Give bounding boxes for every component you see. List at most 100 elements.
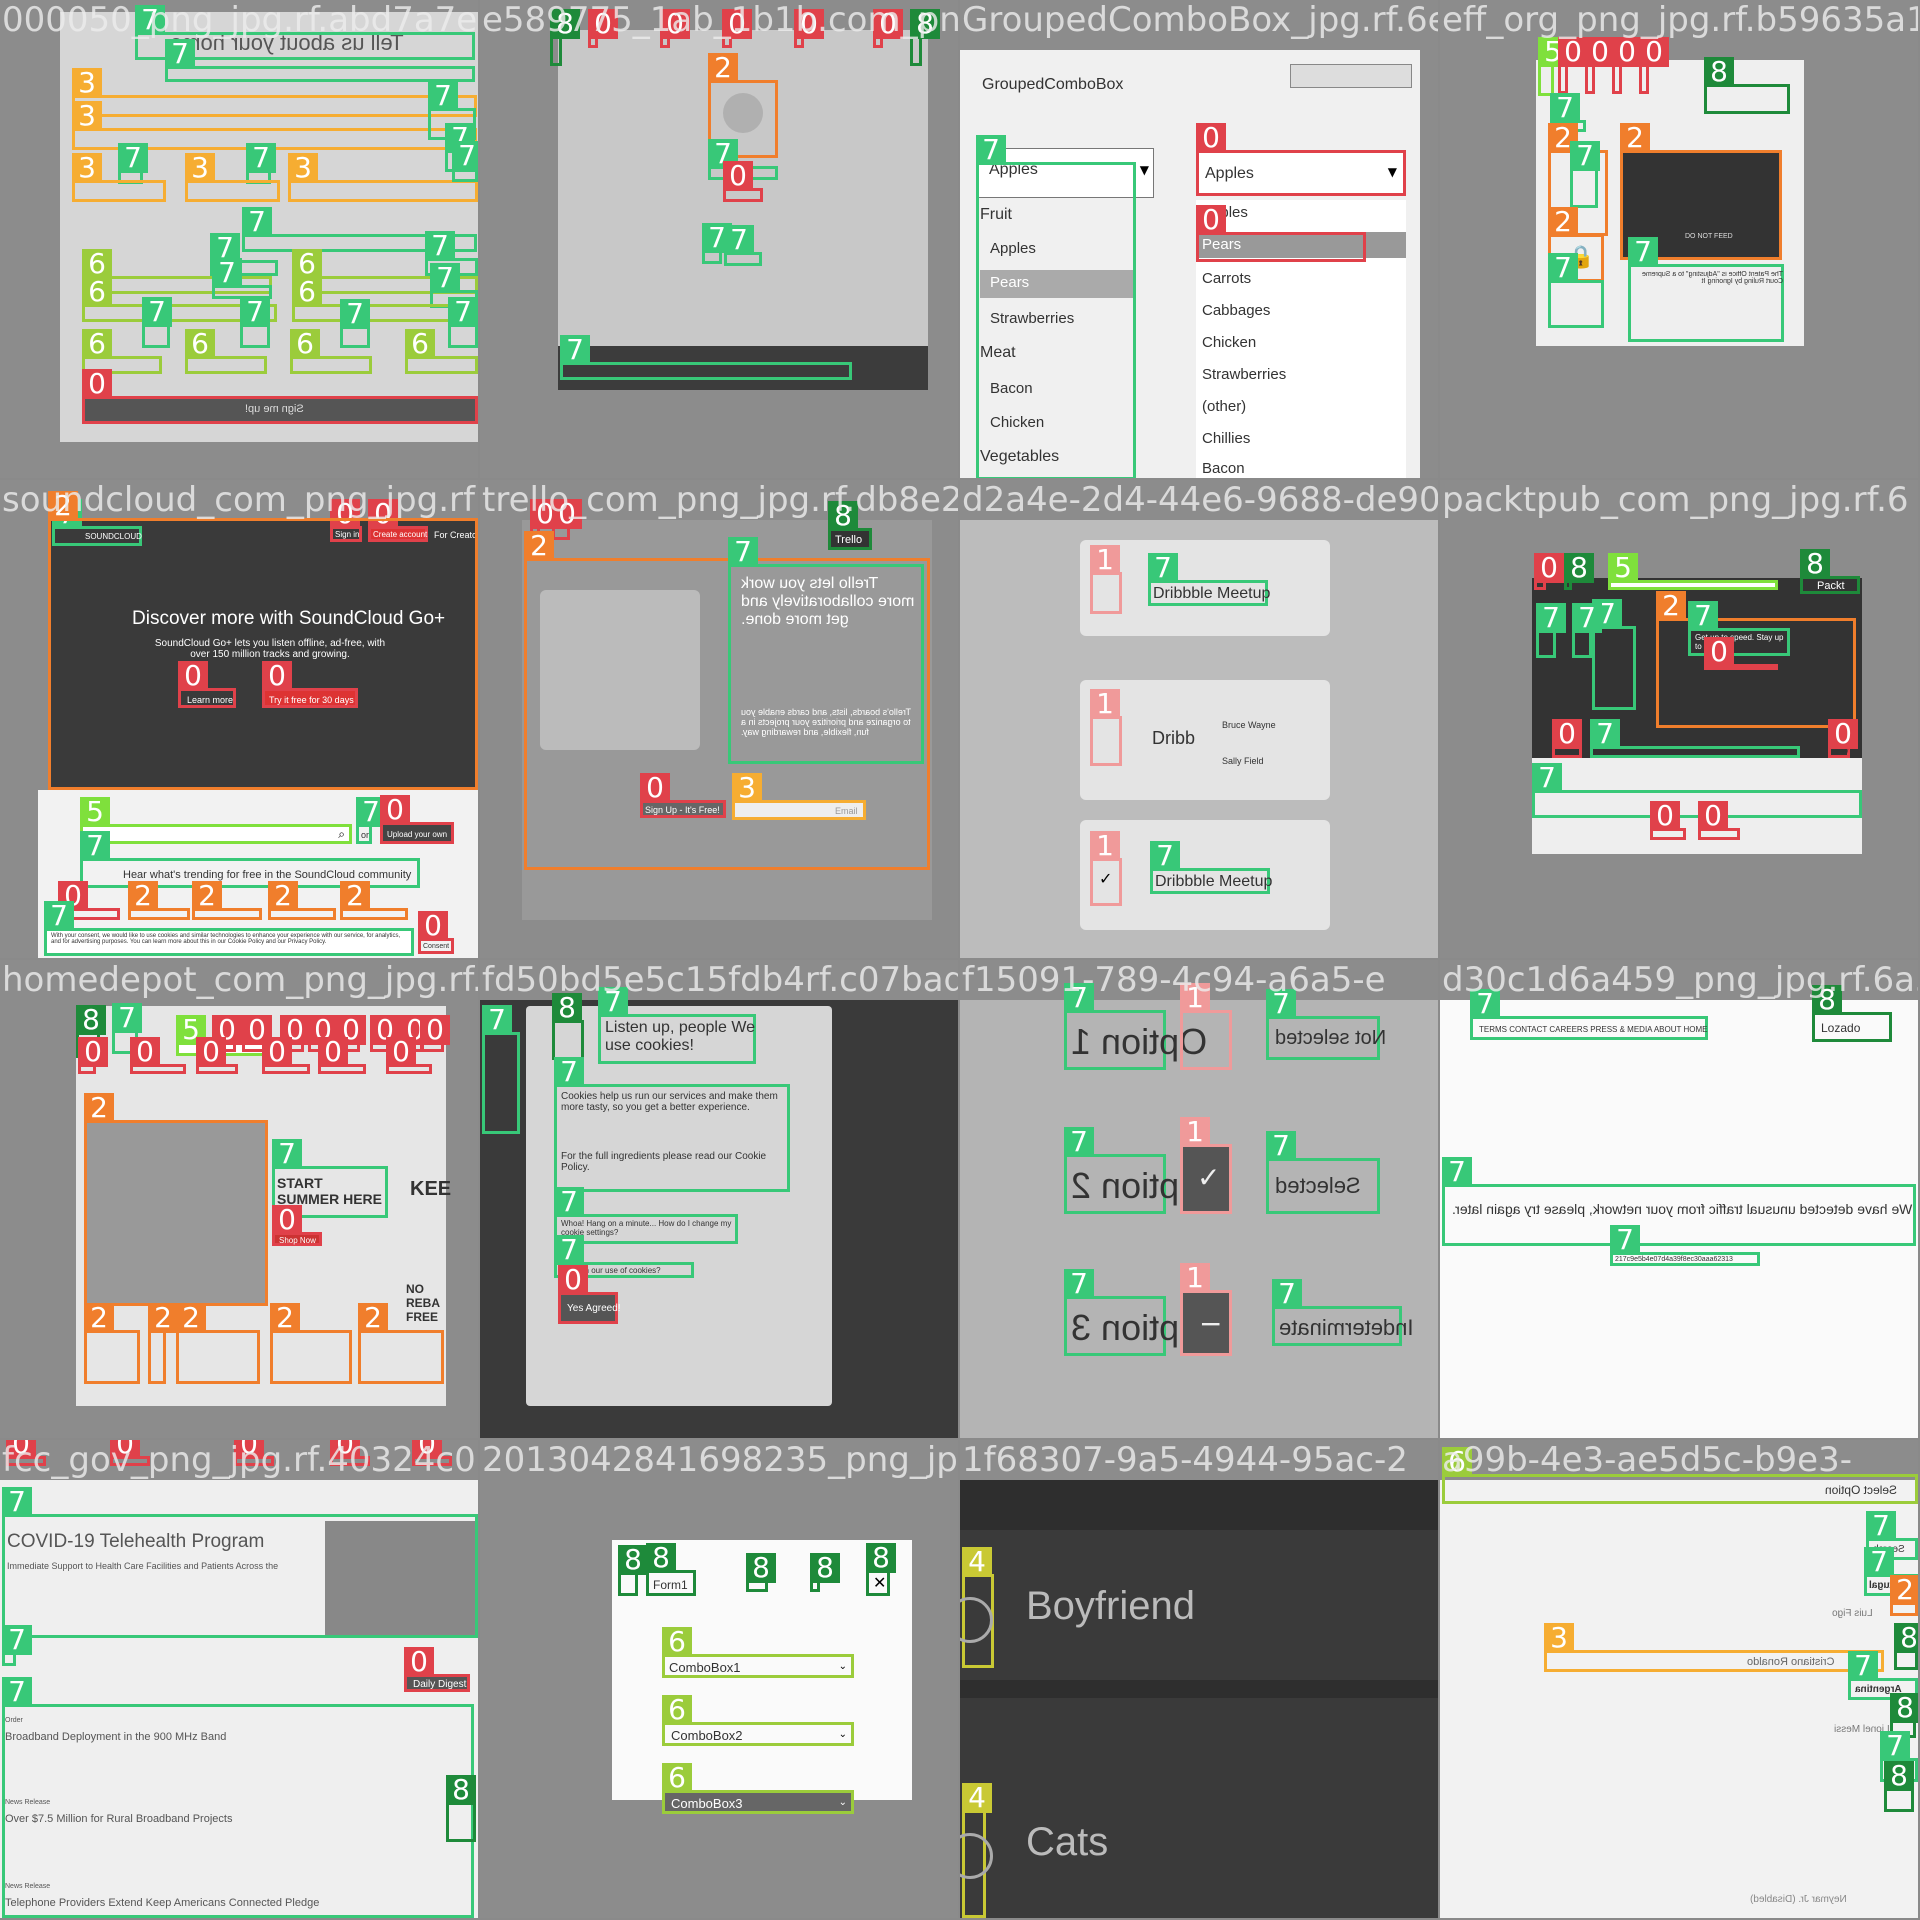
- card-1-checkbox[interactable]: 1: [1090, 545, 1122, 614]
- nav-button-3[interactable]: 0: [722, 9, 752, 48]
- category-2[interactable]: 2: [148, 1303, 178, 1384]
- pool-select[interactable]: 6: [290, 329, 372, 374]
- agree-button[interactable]: 0 Yes Agreed!: [558, 1265, 621, 1324]
- radio-2[interactable]: 4: [960, 1783, 993, 1918]
- card-3-checkbox[interactable]: 1 ✓: [1090, 831, 1122, 906]
- card-button[interactable]: 0: [723, 161, 763, 202]
- subnav-5[interactable]: 0: [318, 1037, 366, 1074]
- background: [960, 1000, 1438, 1438]
- nav-btn-2[interactable]: 0: [1585, 37, 1615, 94]
- trial-button[interactable]: 0 Try it free for 30 days: [262, 661, 358, 708]
- nav-button-4[interactable]: 0: [794, 9, 824, 48]
- tab-1[interactable]: 0: [6, 1440, 46, 1466]
- combobox-3[interactable]: 6 ComboBox3 ⌄: [662, 1763, 854, 1814]
- tab-5[interactable]: 0: [412, 1440, 452, 1466]
- track-3[interactable]: 2: [268, 881, 336, 920]
- tab-3[interactable]: 0: [234, 1440, 274, 1466]
- track-4[interactable]: 2: [340, 881, 408, 920]
- search-box[interactable]: 5: [1538, 37, 1568, 96]
- right-list[interactable]: Apples Pears Carrots Cabbages Chicken St…: [1196, 200, 1406, 478]
- store-link[interactable]: 7: [112, 1003, 142, 1054]
- nav-links[interactable]: 7 TERMS CONTACT CAREERS PRESS & MEDIA AB…: [1470, 989, 1708, 1040]
- option-figo[interactable]: Luis Figo: [1832, 1608, 1873, 1619]
- left-list[interactable]: Fruit Apples Pears Strawberries Meat Bac…: [980, 198, 1134, 478]
- link-right[interactable]: 7: [724, 225, 762, 266]
- combobox-2[interactable]: 6 ComboBox2 ⌄: [662, 1695, 854, 1746]
- sidebar-item-1[interactable]: 7: [1536, 603, 1566, 658]
- track-1[interactable]: 2: [128, 881, 190, 920]
- left-tag[interactable]: 0: [1552, 719, 1582, 758]
- bathrooms-select[interactable]: 6: [82, 277, 277, 322]
- sqft-input[interactable]: 6: [82, 249, 272, 294]
- category-4[interactable]: 2: [270, 1303, 352, 1384]
- address-input[interactable]: 3: [72, 68, 477, 117]
- category-3[interactable]: 2: [176, 1303, 260, 1384]
- nav-button-1[interactable]: 0: [588, 9, 618, 48]
- upload-button[interactable]: 0 Upload your own: [380, 795, 454, 844]
- login-button[interactable]: 0: [552, 499, 582, 540]
- subnav-4[interactable]: 0: [262, 1037, 310, 1074]
- email-input[interactable]: 3 Email: [732, 773, 866, 820]
- maximize-icon[interactable]: 8: [810, 1553, 840, 1592]
- tab-4[interactable]: 0: [330, 1440, 370, 1466]
- hero-text: 7 Trello lets you work more collaborativ…: [728, 537, 924, 764]
- window-buttons[interactable]: [1290, 64, 1412, 88]
- option-1-checkbox[interactable]: 1: [1180, 983, 1232, 1070]
- minimize-icon[interactable]: 8: [746, 1553, 776, 1592]
- sidebar-menu: 7: [1592, 599, 1636, 710]
- state-input[interactable]: 3: [185, 153, 280, 202]
- for-creators-link[interactable]: For Creators: [434, 530, 478, 540]
- combobox-1[interactable]: 6 ComboBox1 ⌄: [662, 1627, 854, 1678]
- new-badge[interactable]: 0 NEW: [1828, 719, 1858, 758]
- right-combo[interactable]: 0 Apples ▼: [1196, 123, 1406, 196]
- tab-2[interactable]: 0: [110, 1440, 150, 1466]
- zip-input[interactable]: 3: [72, 153, 166, 202]
- daily-digest-button[interactable]: 0 Daily Digest: [404, 1647, 470, 1692]
- subnav-3[interactable]: 0: [196, 1037, 238, 1074]
- sign-up-button[interactable]: 0 Sign me up!: [82, 369, 478, 424]
- city-input[interactable]: 3: [288, 153, 478, 202]
- select-option[interactable]: 6 Select Option: [1442, 1447, 1918, 1504]
- shop-now-button[interactable]: 0 Shop Now: [272, 1205, 322, 1246]
- subnav-6[interactable]: 0: [386, 1037, 432, 1074]
- sign-in-button[interactable]: 0 Sign in: [330, 499, 362, 542]
- card-2-checkbox[interactable]: 1: [1090, 689, 1122, 766]
- option-3-checkbox[interactable]: 1 −: [1180, 1263, 1232, 1356]
- nav-0h[interactable]: 0: [420, 1015, 450, 1052]
- create-account-button[interactable]: 0 Create account: [368, 499, 428, 542]
- signup-button[interactable]: 0 Sign Up - It's Free!: [640, 773, 726, 818]
- menu-button[interactable]: 0: [1534, 553, 1564, 590]
- nav-btn-1[interactable]: 0: [1558, 37, 1588, 94]
- accept-button[interactable]: 0: [1650, 801, 1686, 840]
- learn-more-button[interactable]: 0 Learn more: [178, 661, 236, 708]
- cart-icon[interactable]: 8: [1564, 553, 1594, 590]
- option-ronaldo[interactable]: 3 Cristiano Ronaldo: [1544, 1623, 1884, 1672]
- stories-select[interactable]: 6: [82, 329, 162, 374]
- search-input[interactable]: 5 ⌕: [80, 797, 352, 844]
- search-input[interactable]: 5: [1608, 553, 1778, 590]
- manage-button[interactable]: 0: [1698, 801, 1740, 840]
- garage-select[interactable]: 6: [185, 329, 267, 374]
- subnav-2[interactable]: 0: [130, 1037, 186, 1074]
- radio-1[interactable]: 4: [960, 1547, 994, 1668]
- category-5[interactable]: 2: [358, 1303, 444, 1384]
- nav-btn-3[interactable]: 0: [1612, 37, 1642, 94]
- tile-filename: fd50bd5e5c15fdb4rf.c07bad7: [482, 960, 958, 1000]
- beds-select[interactable]: 6: [405, 329, 478, 374]
- consent-button[interactable]: 0 Consent: [418, 911, 454, 954]
- nav-button-5[interactable]: 0: [873, 9, 903, 48]
- share-icon[interactable]: 8: [446, 1775, 476, 1842]
- option-2-checkbox[interactable]: 1 ✓: [1180, 1117, 1232, 1214]
- nav-0b[interactable]: 0: [242, 1015, 272, 1052]
- garage-label: 7: [240, 297, 270, 348]
- close-icon[interactable]: 8 ✕: [866, 1543, 896, 1596]
- sidebar-item-2[interactable]: 7: [1572, 603, 1602, 658]
- subnav-1[interactable]: 0: [78, 1037, 108, 1074]
- link-left[interactable]: 7: [702, 223, 732, 264]
- nav-button-2[interactable]: 0: [660, 9, 690, 48]
- nav-btn-4[interactable]: 0: [1639, 37, 1669, 94]
- track-2[interactable]: 2: [192, 881, 262, 920]
- pool-label: 7: [340, 299, 370, 348]
- category-1[interactable]: 2: [84, 1303, 140, 1384]
- promo-button[interactable]: 0: [1704, 637, 1778, 670]
